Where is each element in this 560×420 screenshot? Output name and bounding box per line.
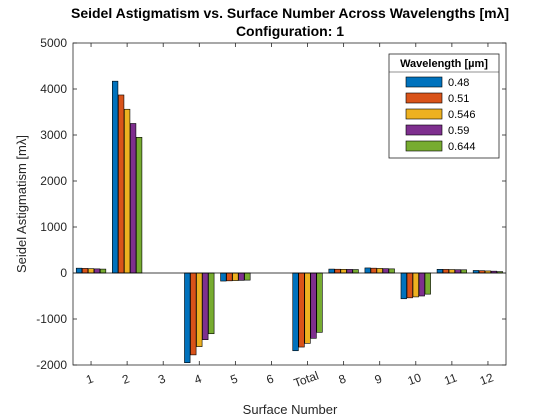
bar-0.51-4 [190, 272, 197, 356]
x-tick-label-11: 11 [442, 370, 459, 388]
bar-0.644-5 [244, 272, 251, 281]
bar-0.59-4 [202, 272, 209, 340]
plot-box [72, 42, 507, 366]
bar-0.546-1 [87, 268, 95, 274]
bar-0.59-11 [454, 269, 461, 274]
x-tick-label-1: 1 [84, 371, 95, 387]
legend-title: Wavelength [µm] [400, 58, 488, 70]
bar-0.546-4 [196, 272, 203, 347]
legend-label-0.59: 0.59 [448, 125, 469, 137]
x-tick-label-Total: Total [292, 368, 321, 390]
bar-0.644-8 [352, 269, 359, 274]
y-axis: -2000 -1000 0 1000 2000 3000 4000 5000 [36, 36, 506, 372]
bar-0.48-5 [220, 272, 227, 282]
legend-swatch-0.644 [405, 140, 443, 152]
bar-0.51-1 [81, 268, 89, 274]
bar-0.546-9 [376, 268, 383, 274]
bar-0.48-Total [292, 272, 299, 352]
bar-0.51-10 [406, 272, 413, 299]
y-tick-label: -2000 [36, 358, 67, 372]
bar-0.59-1 [93, 268, 101, 274]
chart-title: Seidel Astigmatism vs. Surface Number Ac… [71, 5, 509, 21]
legend: Wavelength [µm] 0.48 0.51 0.546 0.59 0.644 [388, 53, 500, 159]
bar-0.546-Total [304, 272, 311, 344]
bar-0.48-2 [112, 80, 119, 274]
x-axis: 1 2 3 4 5 6 Total 8 9 10 11 12 [84, 43, 496, 390]
bar-0.51-9 [370, 267, 377, 274]
y-tick-label: 2000 [40, 174, 67, 188]
x-tick-label-9: 9 [373, 371, 384, 387]
bar-0.51-11 [442, 269, 449, 274]
bar-0.546-8 [340, 269, 347, 274]
bar-0.48-8 [328, 268, 335, 274]
bar-0.48-4 [184, 272, 191, 363]
legend-swatch-0.59 [405, 124, 443, 136]
x-tick-label-5: 5 [228, 371, 239, 387]
y-tick-label: 1000 [40, 220, 67, 234]
bar-0.644-10 [424, 272, 431, 295]
x-tick-label-2: 2 [120, 371, 131, 387]
bar-0.59-9 [382, 268, 389, 274]
x-tick-label-4: 4 [192, 371, 203, 387]
bar-0.51-Total [298, 272, 305, 348]
legend-label-0.546: 0.546 [448, 109, 476, 121]
legend-items: 0.48 0.51 0.546 0.59 0.644 [405, 76, 476, 153]
bar-0.644-2 [136, 137, 143, 274]
legend-swatch-0.48 [405, 76, 443, 88]
bar-0.51-5 [226, 272, 233, 282]
y-tick-label: 0 [60, 266, 67, 280]
legend-box [388, 53, 500, 159]
bar-0.48-10 [400, 272, 407, 300]
bar-0.644-Total [316, 272, 323, 333]
bar-0.546-11 [448, 269, 455, 274]
x-tick-label-10: 10 [406, 370, 424, 388]
bar-0.546-2 [124, 108, 131, 274]
bar-0.644-11 [460, 269, 467, 274]
bar-0.48-11 [436, 269, 443, 274]
bar-0.644-1 [99, 268, 107, 274]
legend-label-0.51: 0.51 [448, 93, 469, 105]
bar-0.51-8 [334, 268, 341, 274]
bar-0.48-1 [75, 267, 83, 274]
bar-0.644-9 [388, 268, 395, 274]
bar-0.59-Total [310, 272, 317, 339]
x-tick-label-8: 8 [337, 371, 348, 387]
bar-0.59-10 [418, 272, 425, 297]
legend-label-0.48: 0.48 [448, 77, 469, 89]
y-tick-label: 4000 [40, 82, 67, 96]
bar-0.48-9 [364, 267, 371, 274]
legend-label-0.644: 0.644 [448, 141, 476, 153]
x-axis-label: Surface Number [243, 402, 338, 417]
bar-0.546-5 [232, 272, 239, 281]
y-tick-label: 3000 [40, 128, 67, 142]
y-tick-label: 5000 [40, 36, 67, 50]
x-tick-label-6: 6 [265, 371, 276, 387]
bar-0.59-5 [238, 272, 245, 281]
bar-0.59-8 [346, 269, 353, 274]
x-tick-label-12: 12 [478, 370, 496, 388]
y-axis-label: Seidel Astigmatism [mλ] [14, 135, 29, 273]
x-tick-label-3: 3 [156, 371, 167, 387]
bar-0.59-2 [130, 123, 137, 274]
y-tick-label: -1000 [36, 312, 67, 326]
chart-subtitle: Configuration: 1 [236, 23, 344, 39]
legend-swatch-0.546 [405, 108, 443, 120]
legend-swatch-0.51 [405, 92, 443, 104]
bar-0.51-2 [118, 94, 125, 274]
bar-0.546-10 [412, 272, 419, 298]
bar-0.644-4 [208, 272, 215, 335]
